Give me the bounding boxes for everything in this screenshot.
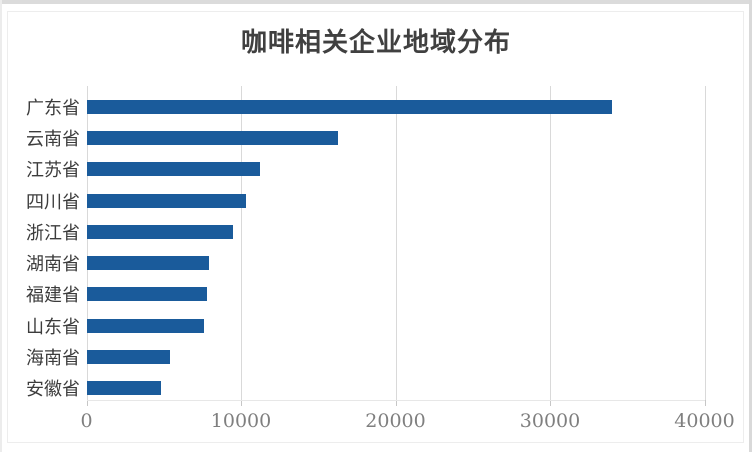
x-axis-line xyxy=(86,400,705,401)
bar xyxy=(86,224,234,239)
x-axis-tick-label: 30000 xyxy=(519,410,581,432)
bar-row: 云南省 xyxy=(0,122,752,153)
bar-row: 海南省 xyxy=(0,341,752,372)
gridline xyxy=(550,86,551,400)
x-axis-tick xyxy=(241,400,242,406)
bar xyxy=(86,381,161,396)
category-label: 湖南省 xyxy=(26,254,80,276)
category-label: 云南省 xyxy=(26,128,80,150)
gridline xyxy=(241,86,242,400)
category-label: 福建省 xyxy=(26,285,80,307)
bar-row: 山东省 xyxy=(0,310,752,341)
category-label: 山东省 xyxy=(26,316,80,338)
gridline xyxy=(395,86,397,400)
bar-row: 江苏省 xyxy=(0,154,752,185)
x-axis-tick-label: 10000 xyxy=(210,410,272,432)
bar-row: 福建省 xyxy=(0,279,752,310)
bar-row: 浙江省 xyxy=(0,216,752,247)
window-right-edge xyxy=(749,0,752,452)
bar xyxy=(86,350,170,365)
bar-row: 湖南省 xyxy=(0,248,752,279)
bar xyxy=(86,318,204,333)
bar-row: 四川省 xyxy=(0,185,752,216)
category-label: 浙江省 xyxy=(26,222,80,244)
x-axis-tick xyxy=(86,400,88,406)
bar-row: 安徽省 xyxy=(0,373,752,404)
category-label: 江苏省 xyxy=(26,160,80,182)
x-axis-tick-label: 40000 xyxy=(674,410,735,432)
window-left-edge xyxy=(0,0,2,452)
bar xyxy=(86,256,209,271)
x-axis-tick xyxy=(704,400,706,406)
chart-title: 咖啡相关企业地域分布 xyxy=(240,28,511,58)
x-axis-tick xyxy=(395,400,397,406)
gridline xyxy=(704,86,706,400)
bar-row: 广东省 xyxy=(0,91,752,122)
x-axis-tick-label: 20000 xyxy=(365,410,426,432)
category-label: 海南省 xyxy=(26,348,80,370)
category-label: 四川省 xyxy=(26,191,80,213)
bar xyxy=(86,193,246,208)
chart-border xyxy=(7,11,744,443)
bar xyxy=(86,162,260,177)
bar xyxy=(86,99,612,114)
x-axis-tick-label: 0 xyxy=(80,410,93,432)
category-label: 安徽省 xyxy=(26,379,80,401)
x-axis-tick xyxy=(550,400,551,406)
gridline xyxy=(86,86,88,400)
category-label: 广东省 xyxy=(26,97,80,119)
window-top-edge xyxy=(0,0,752,4)
bar xyxy=(86,287,207,302)
bar xyxy=(86,130,339,145)
